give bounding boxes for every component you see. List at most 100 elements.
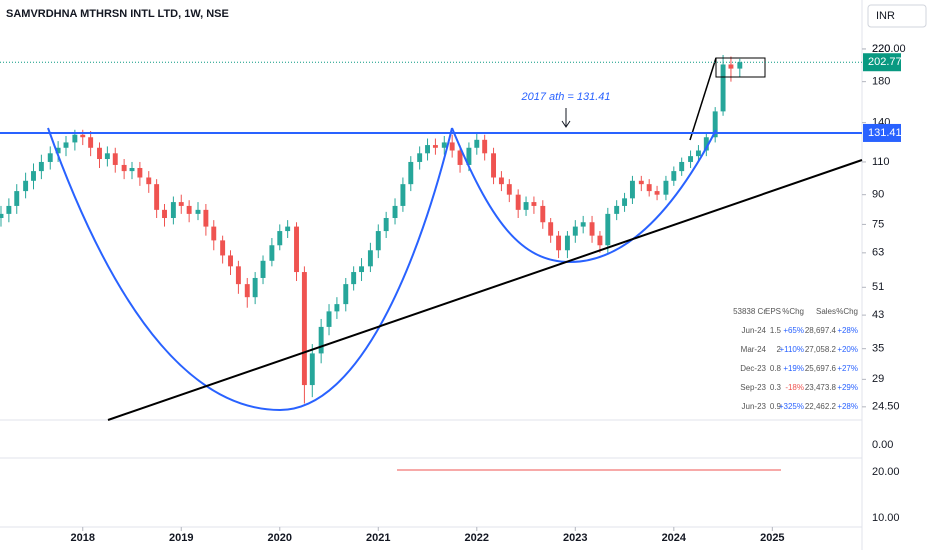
candle-body: [55, 147, 61, 154]
candle-body: [112, 153, 118, 165]
candle-body: [178, 202, 184, 206]
table-cell: +65%: [783, 326, 804, 335]
candle-body: [589, 222, 595, 236]
table-cell: 22,462.2: [805, 402, 837, 411]
table-header: Sales: [816, 307, 836, 316]
candle-body: [129, 167, 135, 172]
candle-body: [622, 198, 628, 206]
candle-body: [663, 180, 669, 195]
last-price-label: 202.77: [868, 56, 902, 68]
candle-body: [540, 205, 546, 223]
candle-body: [712, 111, 718, 138]
candle-body: [688, 156, 694, 162]
cup-curve: [47, 127, 453, 412]
candle-body: [466, 147, 472, 165]
candle-body: [351, 272, 357, 285]
candle-body: [269, 245, 275, 261]
candle-body: [629, 180, 635, 199]
candle-body: [572, 226, 578, 236]
candle-body: [88, 137, 94, 148]
table-cell: Sep-23: [740, 383, 766, 392]
candle-body: [491, 153, 497, 178]
candle-body: [614, 205, 620, 214]
candle-body: [343, 284, 349, 305]
y-tick-label: 43: [872, 309, 884, 321]
lower-pane-label: 20.00: [872, 466, 900, 478]
candle-body: [47, 153, 53, 162]
y-tick-label: 35: [872, 343, 884, 355]
candle-body: [23, 180, 29, 192]
candle-body: [564, 235, 570, 251]
candle-body: [104, 153, 110, 160]
candle-body: [515, 194, 521, 210]
candle-body: [441, 142, 447, 148]
candle-body: [679, 161, 685, 172]
candle-body: [654, 191, 660, 195]
y-tick-label: 110: [872, 156, 890, 168]
table-cell: +29%: [837, 383, 858, 392]
candle-body: [498, 177, 504, 185]
x-tick-label: 2019: [169, 532, 193, 544]
table-cell: 23,473.8: [805, 383, 837, 392]
candle-body: [449, 142, 455, 151]
candle-body: [334, 304, 340, 312]
candle-body: [220, 240, 226, 256]
candle-body: [318, 326, 324, 354]
candle-body: [228, 255, 233, 267]
y-tick-label: 220: [872, 43, 890, 55]
table-header: 53838 Cr: [733, 307, 766, 316]
candle-body: [605, 213, 611, 246]
table-cell: 0.8: [770, 364, 782, 373]
x-tick-label: 2018: [71, 532, 95, 544]
candle-body: [97, 147, 102, 160]
cup-curve: [451, 127, 717, 264]
table-cell: +27%: [837, 364, 858, 373]
candle-body: [277, 231, 283, 246]
chart-title: SAMVRDHNA MTHRSN INTL LTD, 1W, NSE: [6, 8, 229, 20]
candle-body: [728, 64, 734, 69]
candle-body: [383, 218, 389, 232]
candle-body: [154, 184, 160, 210]
table-cell: Mar-24: [741, 345, 767, 354]
candle-body: [252, 277, 258, 298]
candle-body: [638, 180, 644, 185]
candle-body: [285, 226, 291, 232]
candle-body: [162, 209, 167, 219]
table-cell: +28%: [837, 402, 858, 411]
x-tick-label: 2021: [366, 532, 390, 544]
candle-body: [425, 145, 430, 154]
y-tick-label: 180: [872, 76, 890, 88]
annotation: 2017 ath = 131.41: [521, 91, 611, 103]
candle-body: [671, 171, 677, 181]
candle-body: [80, 134, 86, 138]
candle-body: [170, 202, 176, 219]
trend-line: [689, 57, 717, 141]
y-tick-label: 90: [872, 189, 884, 201]
candle-body: [203, 209, 209, 227]
y-tick-label: 24.50: [872, 401, 900, 413]
candle-body: [367, 250, 373, 267]
table-cell: 25,697.6: [805, 364, 837, 373]
candle-body: [703, 137, 709, 151]
currency-box[interactable]: [867, 4, 927, 28]
candle-body: [408, 161, 414, 185]
candle-body: [548, 222, 554, 236]
candle-body: [146, 177, 152, 185]
last-price-box: [863, 53, 901, 72]
table-cell: 27,058.2: [805, 345, 837, 354]
table-cell: Jun-24: [742, 326, 767, 335]
candle-body: [186, 205, 192, 214]
table-cell: 2: [777, 345, 782, 354]
table-header: %Chg: [836, 307, 858, 316]
candle-body: [474, 139, 480, 148]
candle-body: [720, 64, 726, 112]
candle-body: [597, 235, 603, 246]
table-cell: Dec-23: [740, 364, 766, 373]
candle-body: [0, 213, 4, 219]
candle-body: [457, 150, 463, 165]
candle-body: [392, 205, 398, 219]
y-tick-label: 220.00: [872, 43, 906, 55]
ath-label-box: [863, 123, 901, 142]
